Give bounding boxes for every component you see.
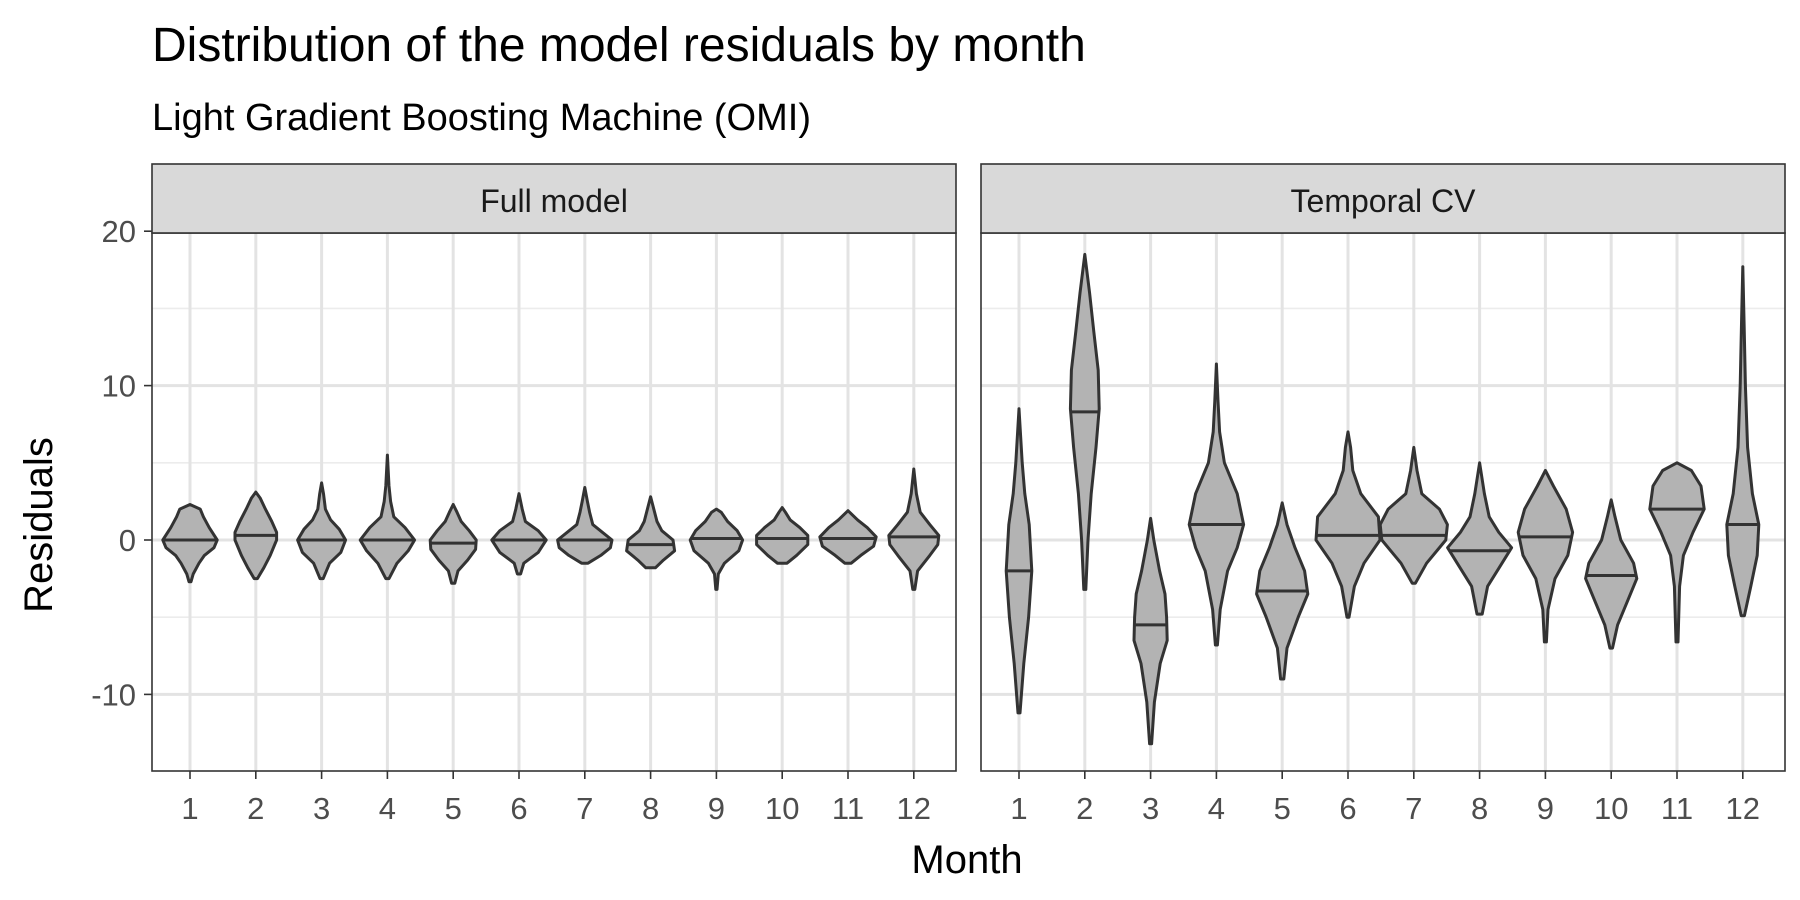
violin-month-3 [1132,516,1169,746]
x-tick-label: 7 [1405,791,1422,826]
violin-month-8 [1446,461,1514,616]
x-tick-label: 6 [510,791,527,826]
violin-month-2 [1068,252,1101,591]
facet-strip [151,163,957,234]
violin-month-11 [818,509,878,565]
x-tick-label: 6 [1339,791,1356,826]
x-tick-label: 9 [1537,791,1554,826]
x-tick-label: 8 [642,791,659,826]
violin-month-3 [296,481,348,581]
violin-month-9 [688,507,745,591]
x-tick-label: 10 [1594,791,1628,826]
x-axis-label: Month [911,838,1022,882]
x-tick-label: 1 [1010,791,1027,826]
x-tick-label: 11 [832,791,864,826]
facet-strip-label: Temporal CV [1291,183,1477,219]
x-tick-label: 11 [1661,791,1693,826]
panel-temporal-cv: Temporal CV1 2 3 4 5 6 7 8 9 10 11 12 [980,163,1786,826]
x-tick-label: 4 [1208,791,1225,826]
violin-month-9 [1516,469,1575,644]
x-tick-label: 12 [1726,791,1760,826]
x-tick-label: 5 [445,791,462,826]
x-tick-label: 5 [1274,791,1291,826]
x-tick-label: 8 [1471,791,1488,826]
x-tick-label: 1 [181,791,198,826]
chart-title: Distribution of the model residuals by m… [152,19,1086,72]
x-tick-label: 12 [897,791,931,826]
x-tick-label: 9 [708,791,725,826]
violin-month-10 [1584,498,1639,650]
y-axis-label: Residuals [17,437,61,613]
y-tick-label: 20 [102,214,136,249]
panel-background [152,233,956,771]
violin-month-1 [1004,407,1034,715]
violin-month-7 [556,486,614,565]
violin-month-11 [1648,461,1706,644]
x-tick-label: 10 [765,791,799,826]
x-tick-label: 4 [379,791,396,826]
violin-month-8 [625,495,677,570]
violin-month-4 [1187,362,1246,647]
x-tick-label: 2 [247,791,264,826]
x-tick-label: 7 [576,791,593,826]
violin-month-1 [161,503,219,584]
x-tick-label: 3 [313,791,330,826]
violin-month-6 [1314,430,1382,619]
violin-month-10 [755,506,810,565]
violin-month-6 [490,492,548,576]
y-tick-label: 0 [119,523,136,558]
y-tick-label: 10 [102,369,136,404]
chart-subtitle: Light Gradient Boosting Machine (OMI) [152,97,811,139]
x-tick-label: 3 [1142,791,1159,826]
violin-month-4 [358,453,417,581]
facet-strip [980,163,1786,234]
violin-month-7 [1378,445,1449,585]
violin-month-12 [1725,265,1761,618]
violin-month-12 [887,467,941,591]
facet-strip-label: Full model [480,183,628,219]
y-axis: -10 0 10 20 [91,214,152,712]
y-tick-label: -10 [91,677,136,712]
x-tick-label: 2 [1076,791,1093,826]
